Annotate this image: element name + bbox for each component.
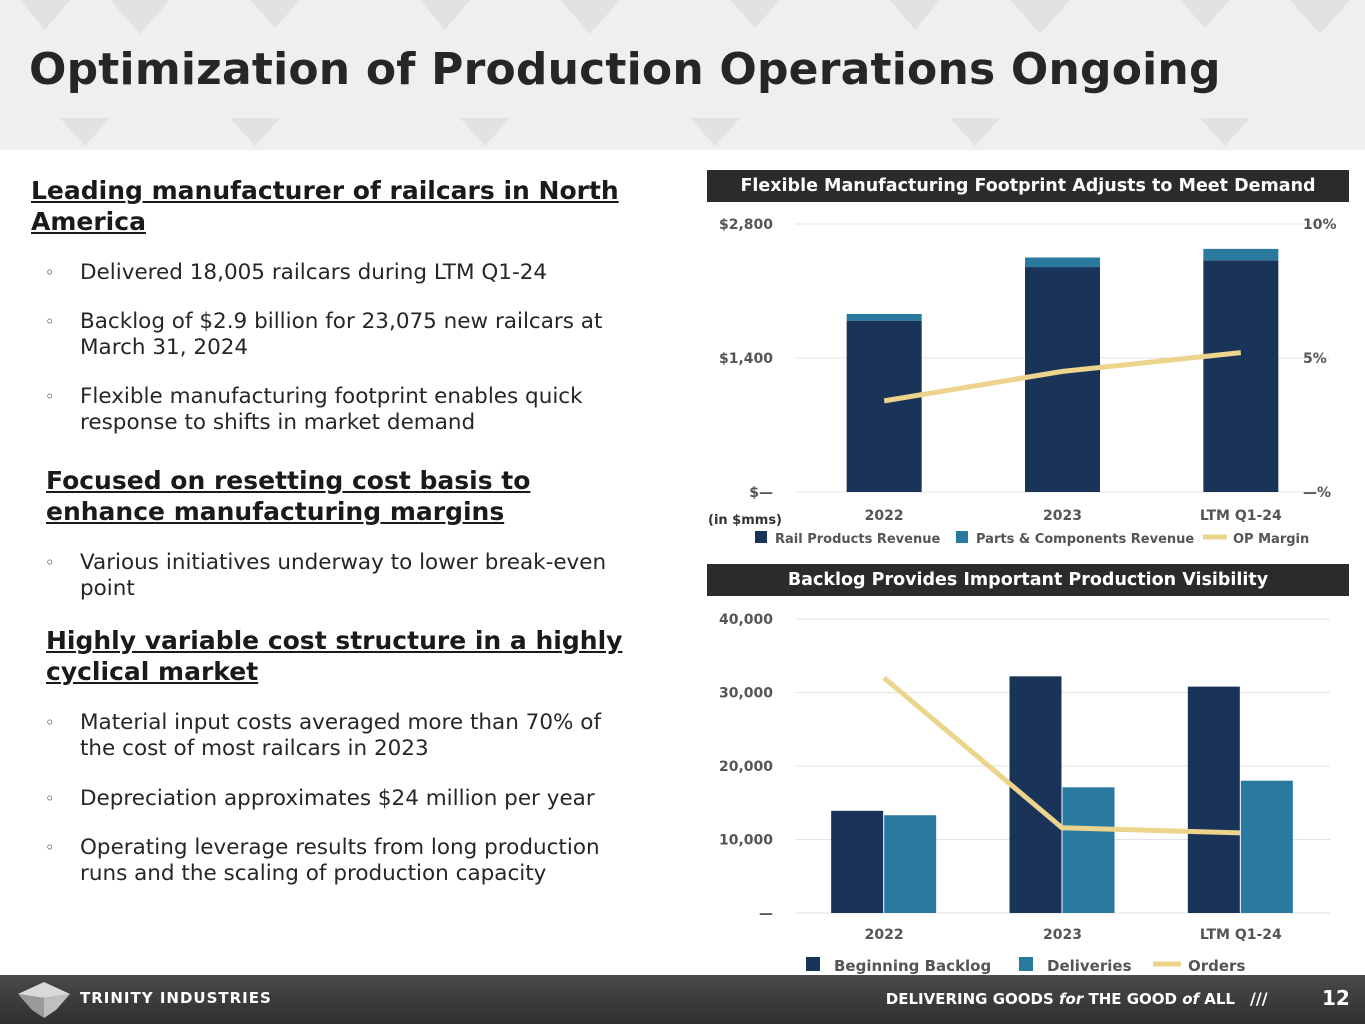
bar-beginning-backlog	[1187, 686, 1240, 913]
section-heading-line: America	[31, 207, 146, 236]
legend-label: Parts & Components Revenue	[976, 532, 1194, 547]
bar-parts-components-revenue	[1025, 257, 1100, 268]
bullet-text: point	[80, 576, 135, 601]
section-heading-variable-cost: Highly variable cost structure in a high…	[46, 625, 622, 687]
bar-rail-products-revenue	[846, 320, 922, 492]
bullet-text: response to shifts in market demand	[80, 410, 476, 435]
unit-note: (in $mms)	[708, 513, 782, 528]
bar-deliveries	[1062, 787, 1115, 913]
bar-rail-products-revenue	[1025, 267, 1100, 492]
bullet-marker: ◦	[45, 263, 55, 282]
tagline-part: DELIVERING GOODS	[885, 990, 1059, 1008]
bar-beginning-backlog	[1009, 676, 1062, 913]
page-number: 12	[1322, 986, 1350, 1010]
bar-parts-components-revenue	[846, 313, 922, 321]
tagline-part: of	[1182, 990, 1200, 1008]
header-banner: Optimization of Production Operations On…	[0, 0, 1365, 150]
y-tick-label: —	[759, 906, 773, 922]
legend-label: Deliveries	[1047, 957, 1132, 975]
bullet-marker: ◦	[45, 553, 55, 572]
bar-parts-components-revenue	[1203, 248, 1279, 261]
y-tick-label: $2,800	[719, 217, 773, 233]
bullet-text: Backlog of $2.9 billion for 23,075 new r…	[80, 309, 603, 334]
legend-swatch	[755, 531, 767, 543]
bullet-text: Flexible manufacturing footprint enables…	[80, 384, 583, 409]
bullet-text: Operating leverage results from long pro…	[80, 835, 600, 860]
company-name: TRINITY INDUSTRIES	[80, 989, 272, 1007]
y-tick-label: $1,400	[719, 351, 773, 367]
x-tick-label: LTM Q1-24	[1200, 927, 1282, 943]
y2-tick-label: 10%	[1303, 217, 1337, 233]
bullet-marker: ◦	[45, 838, 55, 857]
x-tick-label: 2022	[865, 508, 904, 524]
x-tick-label: LTM Q1-24	[1200, 508, 1282, 524]
bullet-text: Various initiatives underway to lower br…	[80, 550, 607, 575]
tagline-part: THE GOOD	[1083, 990, 1183, 1008]
bar-rail-products-revenue	[1203, 260, 1279, 492]
line-op-margin	[883, 350, 1242, 404]
bar-beginning-backlog	[831, 810, 884, 913]
section-heading-cost-basis: Focused on resetting cost basis to enhan…	[46, 465, 530, 527]
bullet-text: Depreciation approximates $24 million pe…	[80, 786, 595, 811]
bullet-marker: ◦	[45, 789, 55, 808]
y2-tick-label: —%	[1303, 485, 1331, 501]
legend-label: OP Margin	[1233, 532, 1309, 547]
section-heading-line: enhance manufacturing margins	[46, 497, 505, 526]
x-tick-label: 2023	[1043, 927, 1082, 943]
bullet-text: March 31, 2024	[80, 335, 249, 360]
revenue-margin-chart: $2,800 $1,400 $— 10% 5% —% 2022 2023 LTM Q1-24 (i…	[708, 217, 1337, 547]
bullet-text: the cost of most railcars in 2023	[80, 736, 429, 761]
section-heading-line: Focused on resetting cost basis to	[46, 466, 531, 495]
tagline-part: for	[1059, 990, 1084, 1008]
bullet-text: Delivered 18,005 railcars during LTM Q1-…	[80, 260, 548, 285]
y-tick-label: $—	[749, 485, 773, 501]
chart-1-banner: Flexible Manufacturing Footprint Adjusts…	[707, 170, 1349, 202]
tagline: DELIVERING GOODS for THE GOOD of ALL	[886, 990, 1235, 1008]
y-tick-label: 10,000	[719, 833, 773, 849]
bar-deliveries	[1240, 780, 1293, 913]
header-pattern	[20, 0, 1350, 146]
chart-2-banner: Backlog Provides Important Production Vi…	[707, 564, 1349, 596]
section-heading-leading-manufacturer: Leading manufacturer of railcars in Nort…	[31, 175, 619, 237]
bullet-text: runs and the scaling of production capac…	[80, 861, 547, 886]
legend-label: Rail Products Revenue	[775, 532, 940, 547]
legend-swatch	[806, 957, 820, 971]
y-tick-label: 30,000	[719, 686, 773, 702]
tagline-part: ALL	[1199, 990, 1235, 1008]
bullet-marker: ◦	[45, 312, 55, 331]
section-heading-line: cyclical market	[46, 657, 259, 686]
bullet-text: Material input costs averaged more than …	[80, 710, 602, 735]
legend-label: Orders	[1188, 957, 1245, 975]
bullet-column: Leading manufacturer of railcars in Nort…	[0, 150, 690, 975]
bar-deliveries	[884, 815, 937, 913]
x-tick-label: 2023	[1043, 508, 1082, 524]
legend-swatch	[1019, 957, 1033, 971]
x-tick-label: 2022	[865, 927, 904, 943]
line-orders	[882, 675, 1241, 836]
y2-tick-label: 5%	[1303, 351, 1327, 367]
bullet-marker: ◦	[45, 387, 55, 406]
y-tick-label: 20,000	[719, 759, 773, 775]
section-heading-line: Leading manufacturer of railcars in Nort…	[31, 176, 619, 205]
footer: TRINITY INDUSTRIES DELIVERING GOODS for …	[0, 975, 1365, 1024]
bullet-marker: ◦	[45, 713, 55, 732]
trinity-logo-icon	[18, 982, 70, 1018]
y-tick-label: 40,000	[719, 612, 773, 628]
backlog-chart: 40,000 30,000 20,000 10,000 — 2022 2023 LTM Q1-…	[719, 612, 1330, 975]
legend-label: Beginning Backlog	[834, 957, 991, 975]
footer-slashes: ///	[1250, 989, 1268, 1008]
page-title: Optimization of Production Operations On…	[29, 44, 1221, 95]
legend-swatch	[956, 531, 968, 543]
section-heading-line: Highly variable cost structure in a high…	[46, 626, 623, 655]
